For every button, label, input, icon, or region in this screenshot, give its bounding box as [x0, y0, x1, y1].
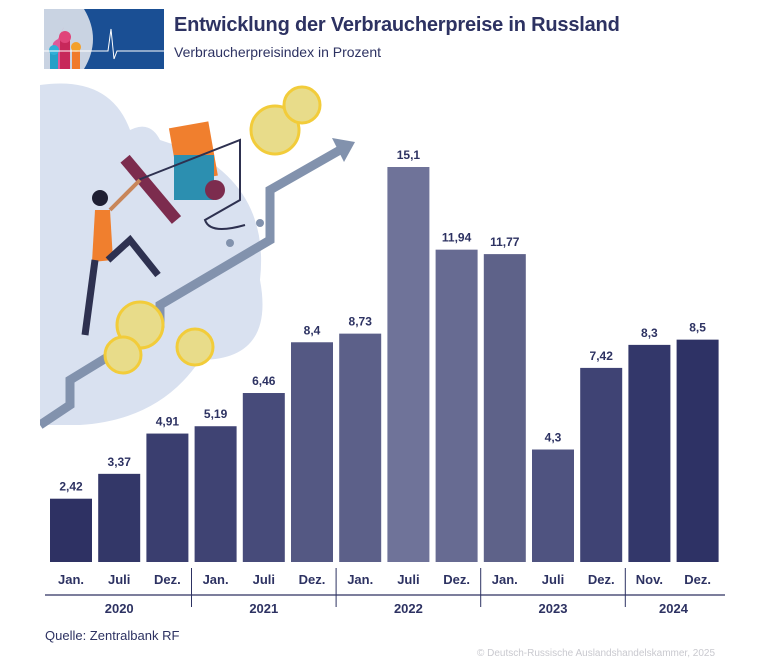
x-tick-label: Jan.	[492, 572, 518, 587]
data-label: 8,73	[349, 315, 373, 329]
bar	[339, 333, 382, 562]
bar	[242, 393, 285, 562]
data-label: 4,91	[156, 415, 180, 429]
shopping-illustration	[40, 83, 355, 429]
bar	[387, 167, 430, 562]
bar	[532, 449, 574, 562]
logo-image	[44, 9, 164, 69]
x-tick-label: Juli	[108, 572, 130, 587]
data-label: 8,3	[641, 326, 658, 340]
year-label: 2022	[394, 601, 423, 616]
x-tick-label: Juli	[542, 572, 564, 587]
bar	[194, 426, 237, 562]
year-label: 2023	[539, 601, 568, 616]
bar	[483, 254, 526, 563]
bar	[628, 344, 671, 562]
x-tick-label: Dez.	[588, 572, 615, 587]
data-label: 8,4	[304, 323, 321, 337]
data-label: 7,42	[590, 349, 614, 363]
data-label: 6,46	[252, 374, 276, 388]
bar	[50, 498, 92, 562]
x-tick-label: Dez.	[443, 572, 470, 587]
bar	[291, 342, 333, 562]
source-note: Quelle: Zentralbank RF	[45, 628, 180, 643]
year-label: 2024	[659, 601, 689, 616]
bar	[98, 473, 141, 562]
ruble-coin-icon	[103, 85, 322, 375]
bar	[676, 339, 719, 562]
data-label: 11,94	[442, 231, 472, 245]
data-label: 11,77	[490, 235, 520, 249]
bar	[435, 249, 478, 563]
x-tick-label: Jan.	[58, 572, 84, 587]
x-tick-label: Nov.	[636, 572, 663, 587]
bar	[580, 367, 623, 562]
x-tick-label: Jan.	[347, 572, 373, 587]
chart-title: Entwicklung der Verbraucherpreise in Rus…	[174, 14, 620, 36]
year-label: 2021	[249, 601, 278, 616]
data-label: 3,37	[108, 455, 132, 469]
chart-subtitle: Verbraucherpreisindex in Prozent	[174, 44, 382, 60]
x-tick-label: Dez.	[684, 572, 711, 587]
x-tick-label: Juli	[397, 572, 419, 587]
x-tick-label: Dez.	[299, 572, 326, 587]
copyright-note: © Deutsch-Russische Auslandshandelskamme…	[476, 648, 715, 659]
bar	[146, 433, 189, 562]
year-label: 2020	[105, 601, 134, 616]
x-tick-label: Jan.	[203, 572, 229, 587]
data-label: 8,5	[689, 321, 706, 335]
data-label: 15,1	[397, 148, 421, 162]
data-label: 5,19	[204, 407, 228, 421]
x-tick-label: Dez.	[154, 572, 181, 587]
data-label: 4,3	[545, 431, 562, 445]
x-tick-label: Juli	[253, 572, 275, 587]
data-label: 2,42	[59, 480, 83, 494]
